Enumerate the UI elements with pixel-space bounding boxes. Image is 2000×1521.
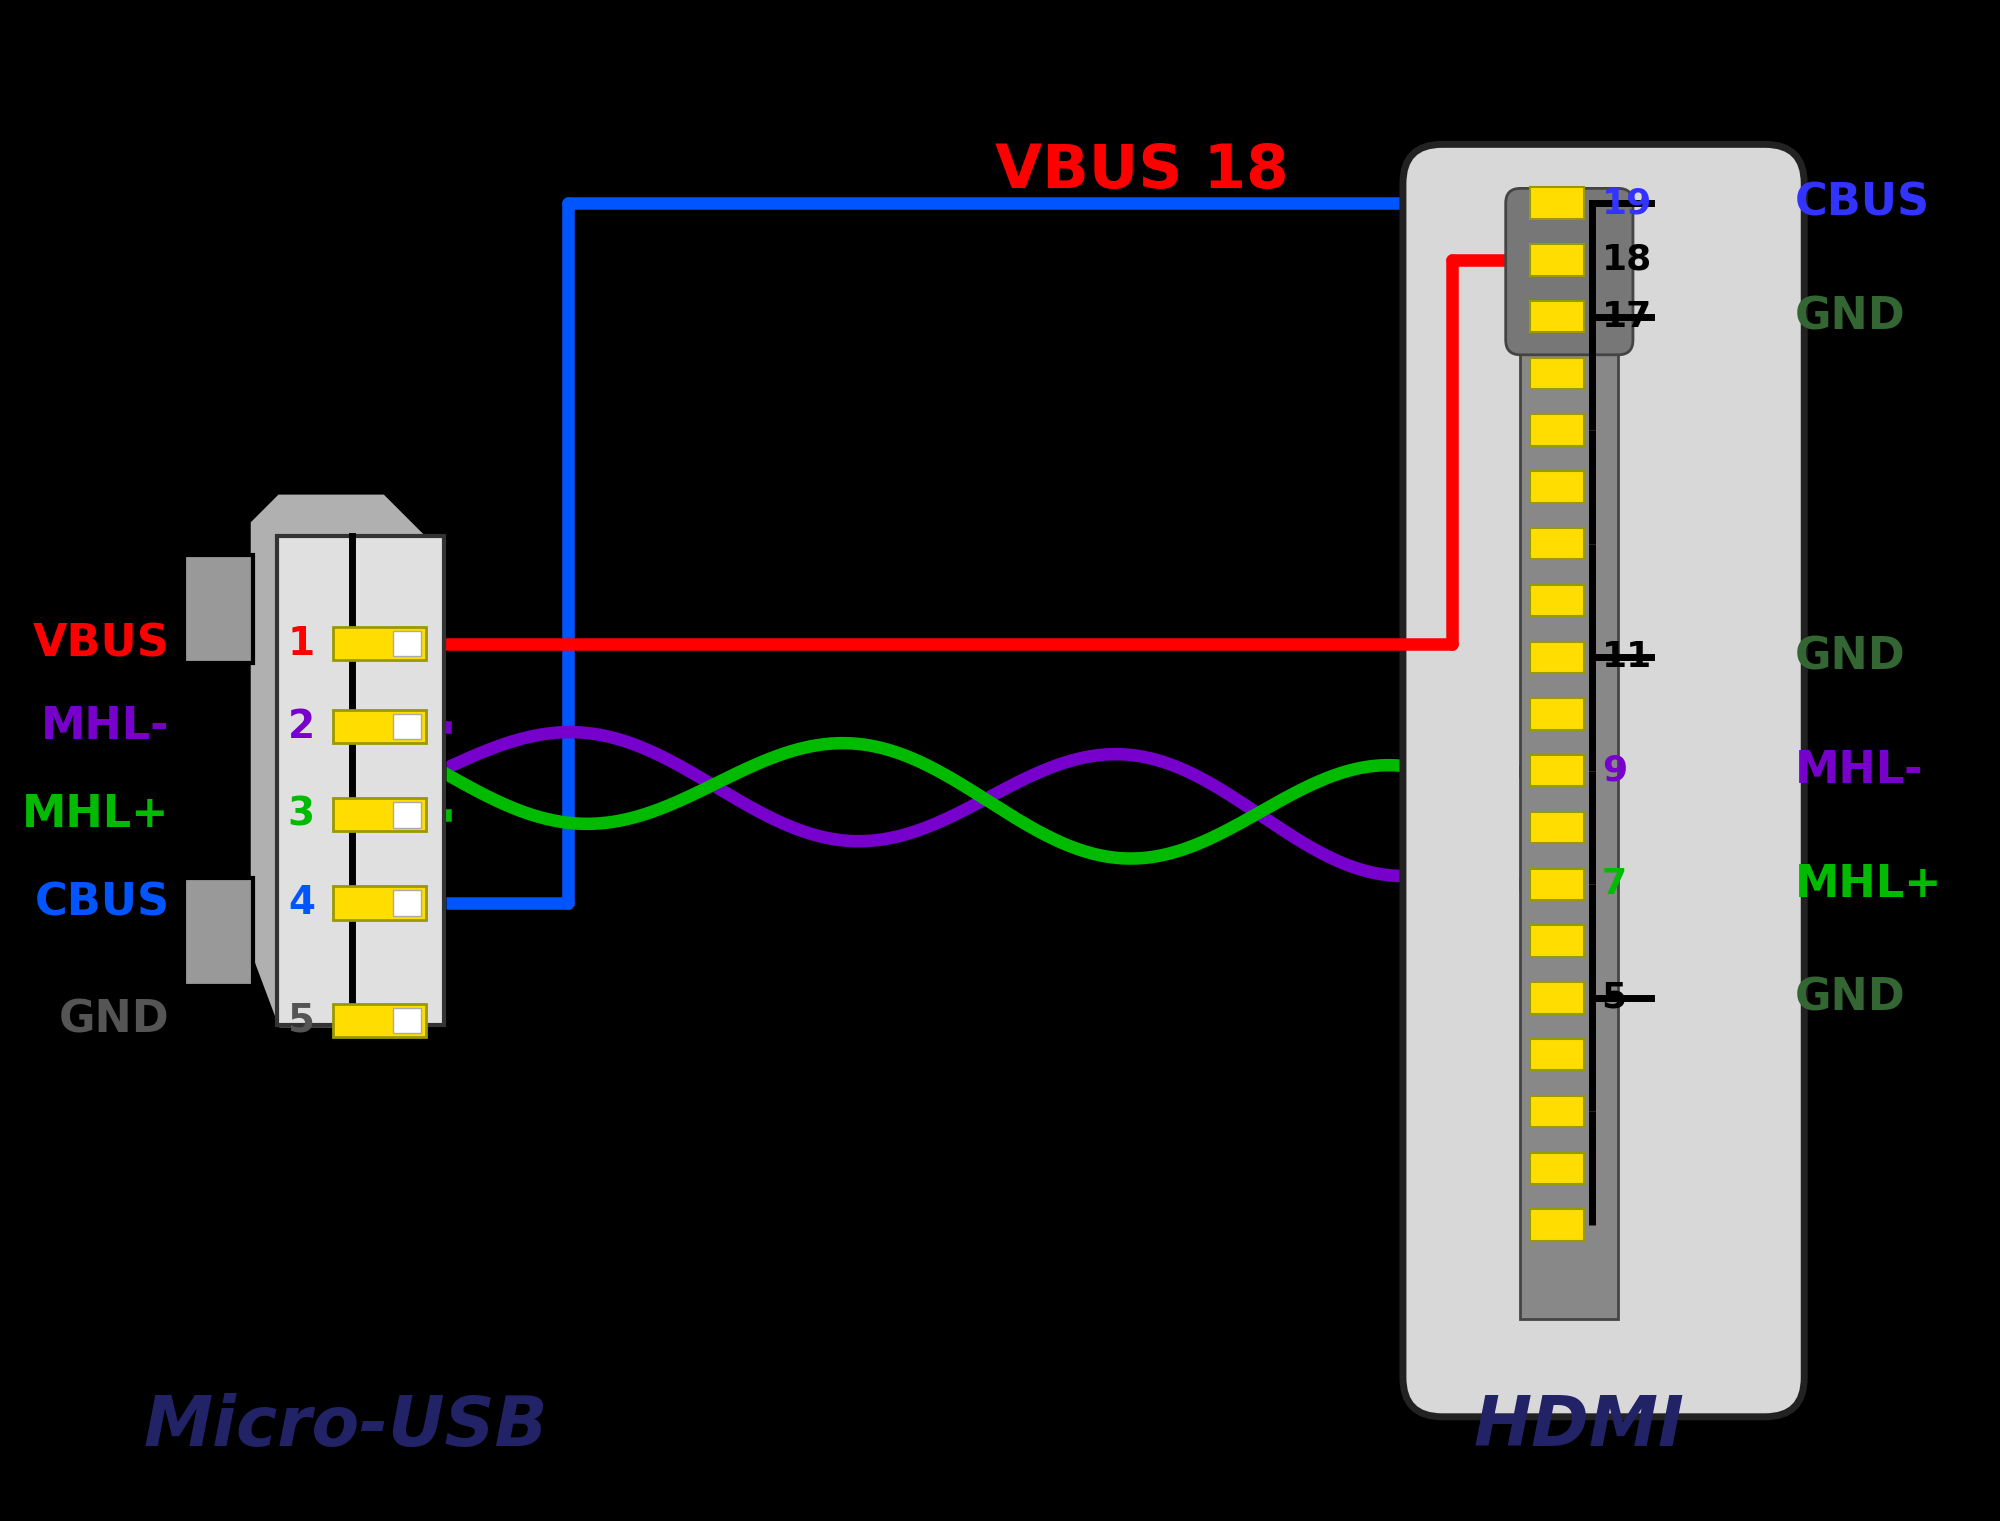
Bar [1530,1153,1584,1183]
Bar [1530,472,1584,502]
Bar [278,535,444,1025]
Text: 5: 5 [288,1001,314,1039]
Text: MHL+: MHL+ [1794,862,1942,907]
Bar [1530,245,1584,275]
Bar [1530,187,1584,219]
Bar [1530,983,1584,1013]
Text: 2: 2 [288,707,314,745]
Bar [1530,1095,1584,1127]
Text: VBUS: VBUS [32,622,170,665]
Text: GND: GND [1794,295,1906,338]
Bar [394,713,420,739]
Text: 17: 17 [1602,300,1652,333]
Text: VBUS 18: VBUS 18 [996,141,1288,201]
Bar [394,890,420,916]
Text: CBUS: CBUS [1794,181,1930,225]
Bar [1530,868,1584,900]
Bar [332,1004,426,1037]
Bar [332,710,426,744]
Bar [184,879,252,986]
Bar [1530,1209,1584,1241]
FancyBboxPatch shape [1402,144,1804,1416]
Bar [1530,812,1584,843]
Text: 19: 19 [1602,186,1652,221]
Text: Micro-USB: Micro-USB [144,1393,548,1460]
Bar [332,887,426,920]
Bar [1530,754,1584,786]
Bar [1530,415,1584,446]
Text: HDMI: HDMI [1474,1393,1684,1460]
Bar [394,631,420,656]
Text: 18: 18 [1602,243,1652,277]
Bar [394,802,420,827]
Text: MHL-: MHL- [1794,750,1922,792]
Text: GND: GND [58,999,170,1042]
Text: 5: 5 [1602,981,1626,1015]
Text: 4: 4 [288,884,314,922]
Polygon shape [248,491,444,1030]
Bar [184,555,252,663]
Bar [1530,528,1584,560]
Bar [1530,357,1584,389]
Text: 11: 11 [1602,640,1652,674]
Text: 9: 9 [1602,754,1626,788]
Bar [394,1007,420,1033]
Bar [332,627,426,660]
Bar [1530,1039,1584,1071]
Text: GND: GND [1794,636,1906,678]
Text: CBUS: CBUS [34,881,170,925]
Bar [1530,698,1584,730]
Bar [1530,642,1584,672]
Bar [1530,301,1584,332]
Bar [1530,925,1584,957]
Bar [1530,584,1584,616]
Text: GND: GND [1794,976,1906,1019]
Bar [332,799,426,832]
Text: 3: 3 [288,795,314,834]
Text: 7: 7 [1602,867,1626,902]
Bar [1520,242,1618,1319]
FancyBboxPatch shape [1506,189,1632,354]
Text: 1: 1 [288,625,314,663]
Text: MHL-: MHL- [42,706,170,748]
Text: MHL+: MHL+ [22,794,170,837]
